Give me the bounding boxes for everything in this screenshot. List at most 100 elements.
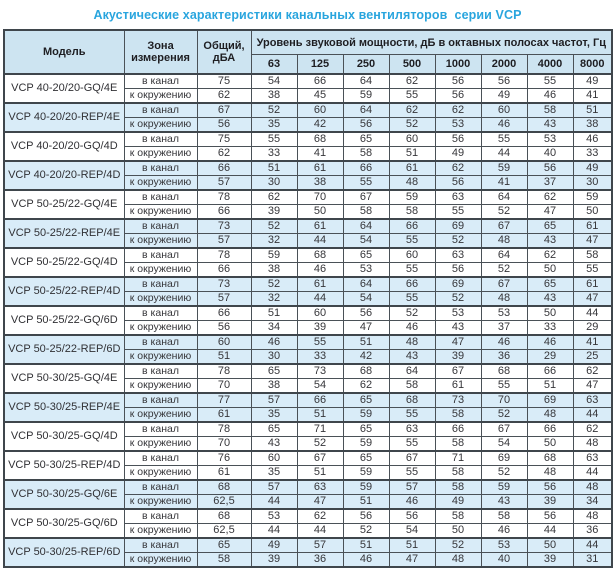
zone-cell: в канал [123, 450, 198, 466]
col-header-freq-500: 500 [388, 54, 436, 75]
zone-cell: в канал [123, 73, 198, 89]
level-db-cell: 44 [526, 523, 574, 539]
model-cell: VCP 50-25/22-REP/4D [3, 276, 125, 307]
level-db-cell: 49 [250, 537, 298, 553]
table-row-duct: VCP 50-30/25-GQ/6E в канал 68 57 63 59 57 58 59 5… [3, 479, 613, 510]
level-db-cell: 59 [342, 465, 390, 481]
level-db-cell: 54 [388, 523, 436, 539]
zone-cell: к окружению [123, 320, 198, 336]
level-db-cell: 69 [434, 218, 482, 234]
table-row-ambient: к окружению 56 35 42 56 52 53 46 43 38 [4, 117, 613, 133]
level-db-cell: 58 [388, 204, 436, 220]
zone-cell: к окружению [123, 204, 198, 220]
level-db-cell: 59 [480, 160, 528, 176]
level-db-cell: 43 [434, 320, 482, 336]
level-db-cell: 30 [250, 349, 298, 365]
level-db-cell: 55 [388, 436, 436, 452]
level-db-cell: 63 [388, 421, 436, 437]
level-db-cell: 29 [572, 320, 613, 336]
level-db-cell: 59 [572, 189, 613, 205]
level-db-cell: 54 [342, 233, 390, 249]
zone-cell: в канал [123, 276, 198, 292]
level-db-cell: 43 [480, 494, 528, 510]
level-db-cell: 58 [434, 436, 482, 452]
level-db-cell: 50 [296, 204, 344, 220]
level-db-cell: 63 [434, 189, 482, 205]
level-db-cell: 48 [572, 479, 613, 495]
level-db-cell: 54 [250, 73, 298, 89]
level-db-cell: 64 [342, 102, 390, 118]
level-db-cell: 44 [296, 233, 344, 249]
level-db-cell: 55 [342, 175, 390, 191]
level-db-cell: 56 [434, 88, 482, 104]
level-db-cell: 38 [296, 175, 344, 191]
total-db-cell: 58 [196, 552, 252, 568]
col-header-freq-4000: 4000 [526, 54, 574, 75]
level-db-cell: 66 [526, 363, 574, 379]
total-db-cell: 68 [196, 508, 252, 524]
total-db-cell: 66 [196, 160, 252, 176]
level-db-cell: 69 [434, 276, 482, 292]
level-db-cell: 68 [296, 247, 344, 263]
total-db-cell: 62 [196, 88, 252, 104]
table-row-ambient: к окружению 56 34 39 47 46 43 37 33 29 [4, 320, 613, 336]
table-row-duct: VCP 40-20/20-GQ/4D в канал 75 55 68 65 60 56 55 5… [3, 131, 613, 162]
level-db-cell: 52 [296, 436, 344, 452]
level-db-cell: 39 [250, 204, 298, 220]
level-db-cell: 39 [526, 552, 574, 568]
level-db-cell: 51 [526, 378, 574, 394]
level-db-cell: 52 [434, 537, 482, 553]
level-db-cell: 44 [250, 494, 298, 510]
level-db-cell: 66 [342, 160, 390, 176]
total-db-cell: 66 [196, 204, 252, 220]
table-row-ambient: к окружению 61 35 51 59 55 58 52 48 44 [4, 407, 613, 423]
level-db-cell: 50 [526, 305, 574, 321]
level-db-cell: 52 [250, 276, 298, 292]
level-db-cell: 61 [572, 218, 613, 234]
level-db-cell: 56 [434, 131, 482, 147]
level-db-cell: 36 [480, 349, 528, 365]
level-db-cell: 48 [572, 508, 613, 524]
level-db-cell: 64 [480, 247, 528, 263]
level-db-cell: 52 [480, 407, 528, 423]
level-db-cell: 66 [388, 276, 436, 292]
level-db-cell: 65 [250, 363, 298, 379]
level-db-cell: 56 [526, 508, 574, 524]
table-row-duct: VCP 40-20/20-REP/4D в канал 66 51 61 66 61 62 59… [3, 160, 613, 191]
col-header-total: Общий, дБА [196, 29, 252, 75]
total-db-cell: 70 [196, 378, 252, 394]
table-row-ambient: к окружению 51 30 33 42 43 39 36 29 25 [4, 349, 613, 365]
level-db-cell: 55 [250, 131, 298, 147]
level-db-cell: 42 [342, 349, 390, 365]
level-db-cell: 43 [388, 349, 436, 365]
level-db-cell: 48 [526, 407, 574, 423]
level-db-cell: 62 [342, 378, 390, 394]
level-db-cell: 61 [296, 160, 344, 176]
level-db-cell: 44 [250, 523, 298, 539]
level-db-cell: 54 [480, 436, 528, 452]
level-db-cell: 67 [296, 450, 344, 466]
total-db-cell: 75 [196, 131, 252, 147]
level-db-cell: 45 [296, 88, 344, 104]
level-db-cell: 43 [526, 233, 574, 249]
table-row-ambient: к окружению 58 39 36 46 47 48 40 39 31 [4, 552, 613, 568]
level-db-cell: 51 [572, 102, 613, 118]
zone-cell: к окружению [123, 262, 198, 278]
zone-cell: в канал [123, 334, 198, 350]
level-db-cell: 43 [526, 291, 574, 307]
level-db-cell: 54 [342, 291, 390, 307]
level-db-cell: 52 [388, 305, 436, 321]
level-db-cell: 44 [572, 407, 613, 423]
level-db-cell: 61 [434, 378, 482, 394]
level-db-cell: 47 [572, 378, 613, 394]
total-db-cell: 66 [196, 305, 252, 321]
level-db-cell: 56 [342, 508, 390, 524]
level-db-cell: 35 [250, 465, 298, 481]
total-db-cell: 57 [196, 175, 252, 191]
model-cell: VCP 50-25/22-REP/6D [3, 334, 125, 365]
level-db-cell: 53 [342, 262, 390, 278]
zone-cell: в канал [123, 160, 198, 176]
level-db-cell: 53 [526, 131, 574, 147]
level-db-cell: 51 [296, 407, 344, 423]
level-db-cell: 46 [526, 88, 574, 104]
